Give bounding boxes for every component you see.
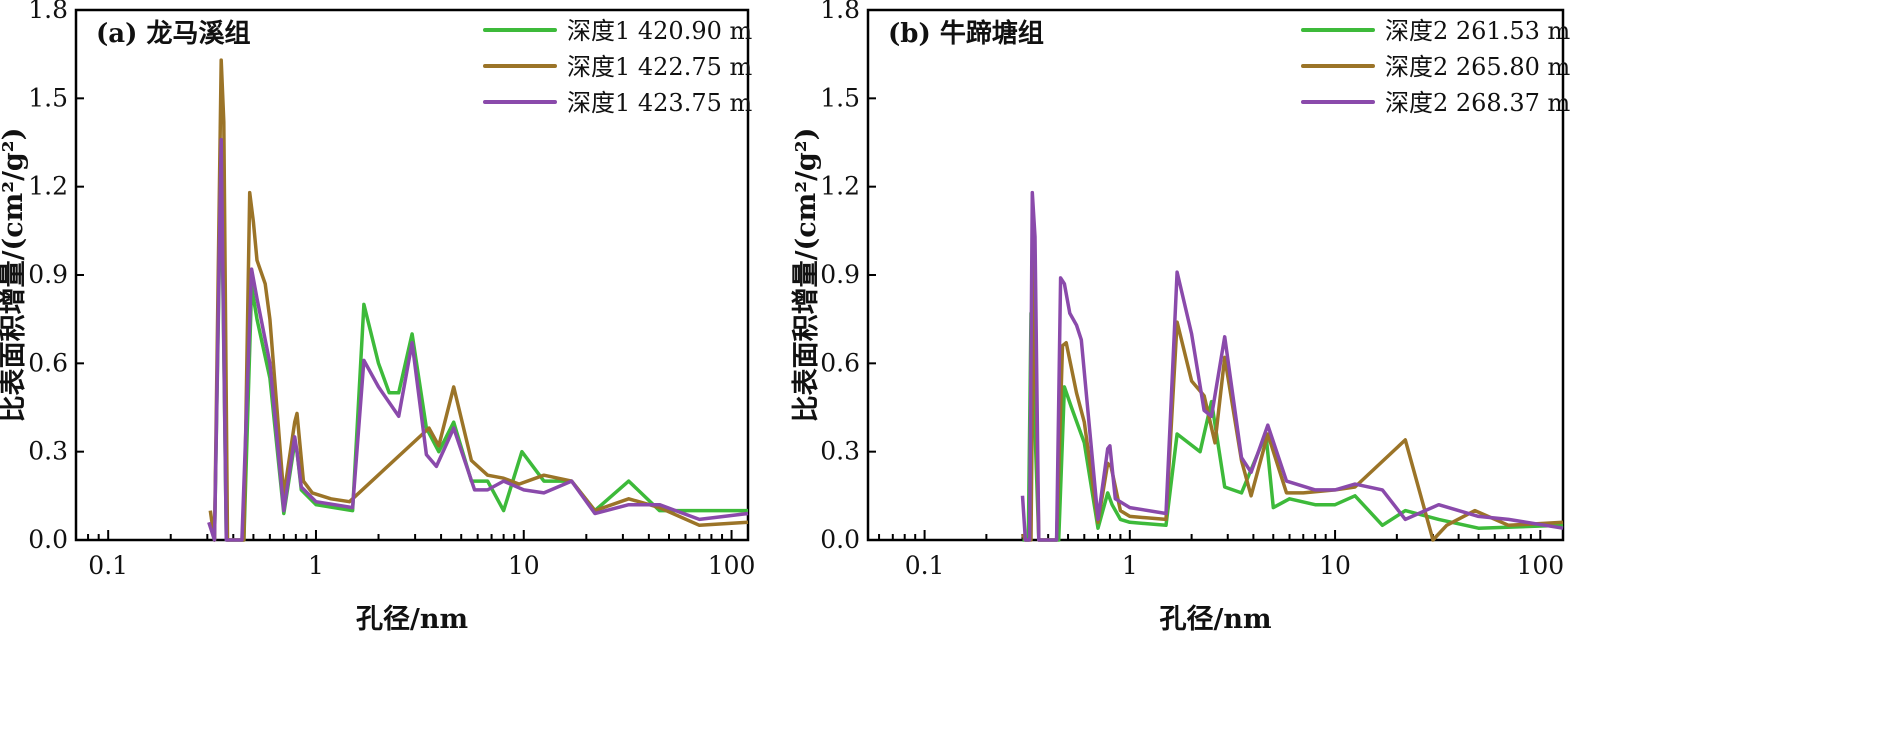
series-line-3 (207, 137, 749, 542)
x-tick-label: 0.1 (88, 551, 128, 580)
legend-label: 深度2 268.37 m (1385, 89, 1571, 117)
y-tick-label: 0.9 (820, 260, 860, 289)
y-tick-label: 0.6 (28, 348, 68, 377)
chart-panel-b: 0.0 0.3 0.6 0.9 1.2 1.5 1.8 0.1 1 10 100 孔径/nm 比表面积增… (790, 0, 1571, 635)
y-axis-label: 比表面积增量/(cm²/g²) (790, 128, 822, 423)
series-line-3 (1020, 190, 1564, 542)
legend-label: 深度2 261.53 m (1385, 17, 1571, 45)
x-tick-label: 100 (1516, 551, 1564, 580)
y-tick-label: 1.5 (820, 83, 860, 112)
x-tick-label: 10 (1319, 551, 1351, 580)
x-tick-label: 1 (1122, 551, 1138, 580)
x-tick-label: 100 (708, 551, 756, 580)
legend-label: 深度2 265.80 m (1385, 53, 1571, 81)
series-line-2 (1020, 252, 1564, 542)
y-tick-label: 0.0 (28, 525, 68, 554)
x-tick-label: 0.1 (905, 551, 945, 580)
x-axis-label: 孔径/nm (1159, 604, 1271, 635)
y-tick-label: 0.9 (28, 260, 68, 289)
y-tick-label: 1.5 (28, 83, 68, 112)
legend-label: 深度1 422.75 m (567, 53, 753, 81)
y-tick-label: 0.6 (820, 348, 860, 377)
legend-label: 深度1 420.90 m (567, 17, 753, 45)
y-tick-label: 1.2 (820, 172, 860, 201)
panel-title: (b) 牛蹄塘组 (888, 18, 1044, 49)
panel-title: (a) 龙马溪组 (96, 18, 251, 49)
y-tick-label: 0.3 (820, 437, 860, 466)
y-tick-label: 1.2 (28, 172, 68, 201)
legend-label: 深度1 423.75 m (567, 89, 753, 117)
y-tick-label: 1.8 (820, 0, 860, 24)
chart-panel-a: 0.0 0.3 0.6 0.9 1.2 1.5 1.8 0.1 1 10 100 孔径/nm 比表面积增… (0, 0, 755, 635)
y-axis-label: 比表面积增量/(cm²/g²) (0, 128, 29, 423)
series-line-1 (208, 155, 748, 542)
y-tick-label: 0.0 (820, 525, 860, 554)
y-tick-label: 1.8 (28, 0, 68, 24)
x-tick-label: 10 (508, 551, 540, 580)
x-tick-label: 1 (308, 551, 324, 580)
series-line-1 (1022, 311, 1564, 542)
y-tick-label: 0.3 (28, 437, 68, 466)
x-axis-label: 孔径/nm (356, 604, 468, 635)
